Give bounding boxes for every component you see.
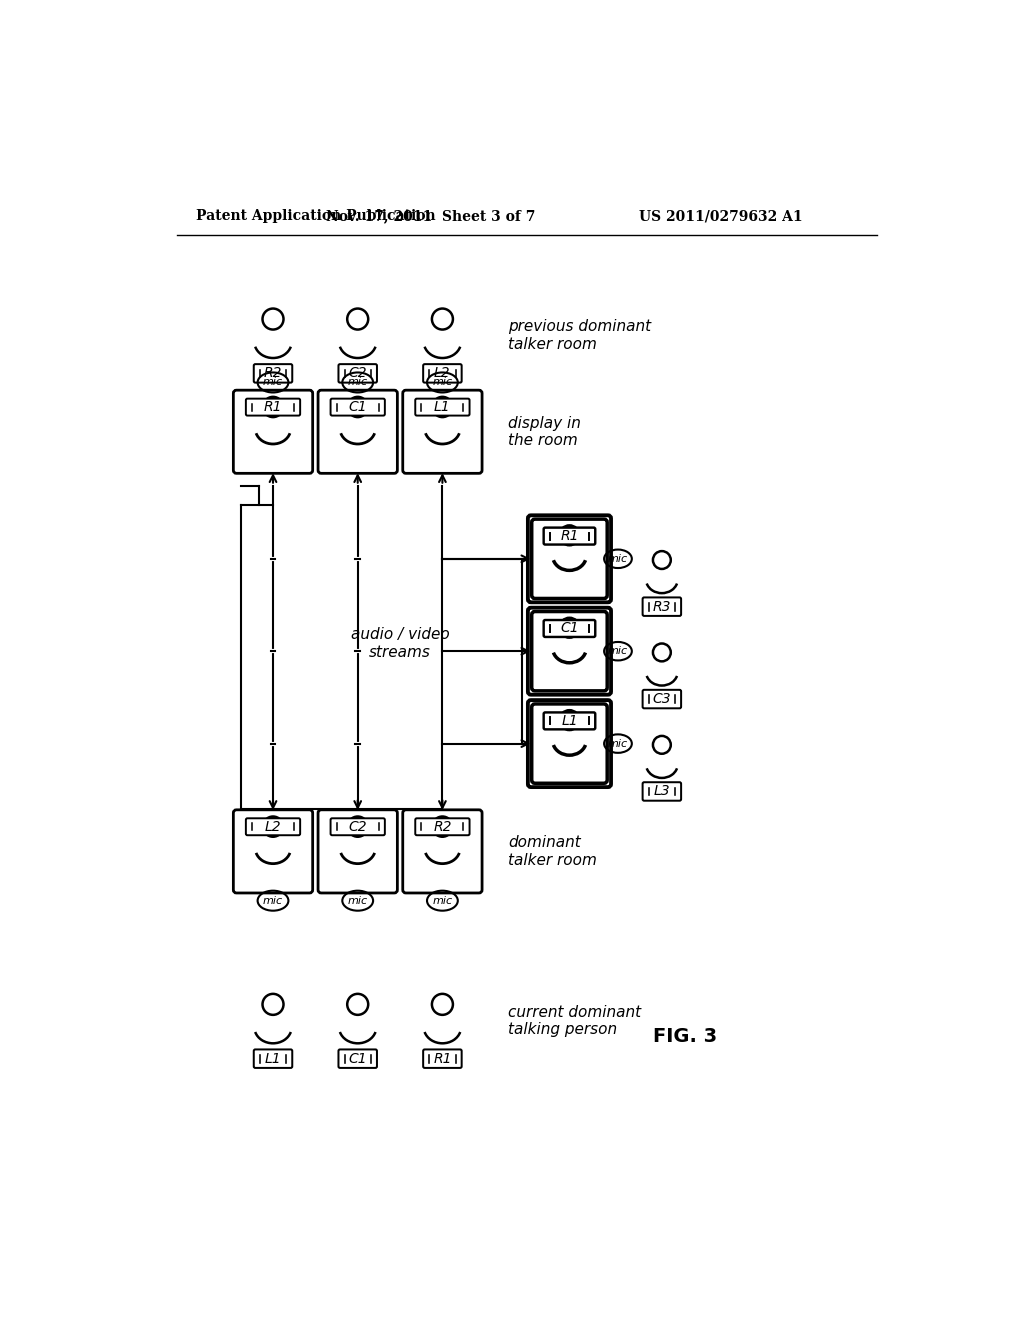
FancyBboxPatch shape xyxy=(246,818,300,836)
Text: mic: mic xyxy=(347,896,368,906)
Text: FIG. 3: FIG. 3 xyxy=(653,1027,717,1045)
Text: display in
the room: display in the room xyxy=(508,416,581,447)
Text: L1: L1 xyxy=(264,1052,282,1065)
Text: L2: L2 xyxy=(434,367,451,380)
FancyBboxPatch shape xyxy=(416,818,470,836)
Text: C1: C1 xyxy=(348,1052,367,1065)
Text: C1: C1 xyxy=(348,400,367,414)
FancyBboxPatch shape xyxy=(318,391,397,474)
FancyBboxPatch shape xyxy=(331,818,385,836)
Text: R1: R1 xyxy=(433,1052,452,1065)
Text: mic: mic xyxy=(608,739,628,748)
FancyBboxPatch shape xyxy=(331,399,385,416)
FancyBboxPatch shape xyxy=(528,700,611,787)
Text: C2: C2 xyxy=(348,367,367,380)
Text: US 2011/0279632 A1: US 2011/0279632 A1 xyxy=(639,209,803,223)
FancyBboxPatch shape xyxy=(416,399,470,416)
Text: R1: R1 xyxy=(560,529,579,543)
FancyBboxPatch shape xyxy=(254,1049,292,1068)
Text: mic: mic xyxy=(432,378,453,388)
Text: R1: R1 xyxy=(264,400,283,414)
FancyBboxPatch shape xyxy=(643,690,681,709)
Text: mic: mic xyxy=(432,896,453,906)
FancyBboxPatch shape xyxy=(531,704,607,783)
FancyBboxPatch shape xyxy=(233,810,312,892)
FancyBboxPatch shape xyxy=(423,364,462,383)
FancyBboxPatch shape xyxy=(233,391,312,474)
FancyBboxPatch shape xyxy=(531,611,607,690)
Text: dominant
talker room: dominant talker room xyxy=(508,836,597,867)
Text: L1: L1 xyxy=(561,714,578,727)
Text: L1: L1 xyxy=(434,400,451,414)
Text: C1: C1 xyxy=(560,622,579,635)
FancyBboxPatch shape xyxy=(246,399,300,416)
Text: Patent Application Publication: Patent Application Publication xyxy=(196,209,435,223)
FancyBboxPatch shape xyxy=(643,783,681,801)
FancyBboxPatch shape xyxy=(544,713,595,730)
Text: Nov. 17, 2011  Sheet 3 of 7: Nov. 17, 2011 Sheet 3 of 7 xyxy=(327,209,536,223)
Text: audio / video
streams: audio / video streams xyxy=(350,627,450,660)
FancyBboxPatch shape xyxy=(423,1049,462,1068)
Text: C2: C2 xyxy=(348,820,367,834)
Text: mic: mic xyxy=(263,896,283,906)
FancyBboxPatch shape xyxy=(402,810,482,892)
FancyBboxPatch shape xyxy=(544,620,595,638)
Text: C3: C3 xyxy=(652,692,671,706)
FancyBboxPatch shape xyxy=(254,364,292,383)
Text: L2: L2 xyxy=(264,820,282,834)
FancyBboxPatch shape xyxy=(339,1049,377,1068)
Text: mic: mic xyxy=(608,647,628,656)
Text: mic: mic xyxy=(347,378,368,388)
Text: R3: R3 xyxy=(652,599,671,614)
FancyBboxPatch shape xyxy=(643,598,681,616)
Text: previous dominant
talker room: previous dominant talker room xyxy=(508,319,651,351)
FancyBboxPatch shape xyxy=(339,364,377,383)
Text: current dominant
talking person: current dominant talking person xyxy=(508,1005,641,1038)
Text: L3: L3 xyxy=(653,784,670,799)
FancyBboxPatch shape xyxy=(528,515,611,602)
FancyBboxPatch shape xyxy=(544,528,595,545)
FancyBboxPatch shape xyxy=(318,810,397,892)
Text: mic: mic xyxy=(263,378,283,388)
FancyBboxPatch shape xyxy=(531,519,607,598)
FancyBboxPatch shape xyxy=(528,607,611,694)
Text: mic: mic xyxy=(608,554,628,564)
Text: R2: R2 xyxy=(264,367,283,380)
Text: R2: R2 xyxy=(433,820,452,834)
FancyBboxPatch shape xyxy=(402,391,482,474)
